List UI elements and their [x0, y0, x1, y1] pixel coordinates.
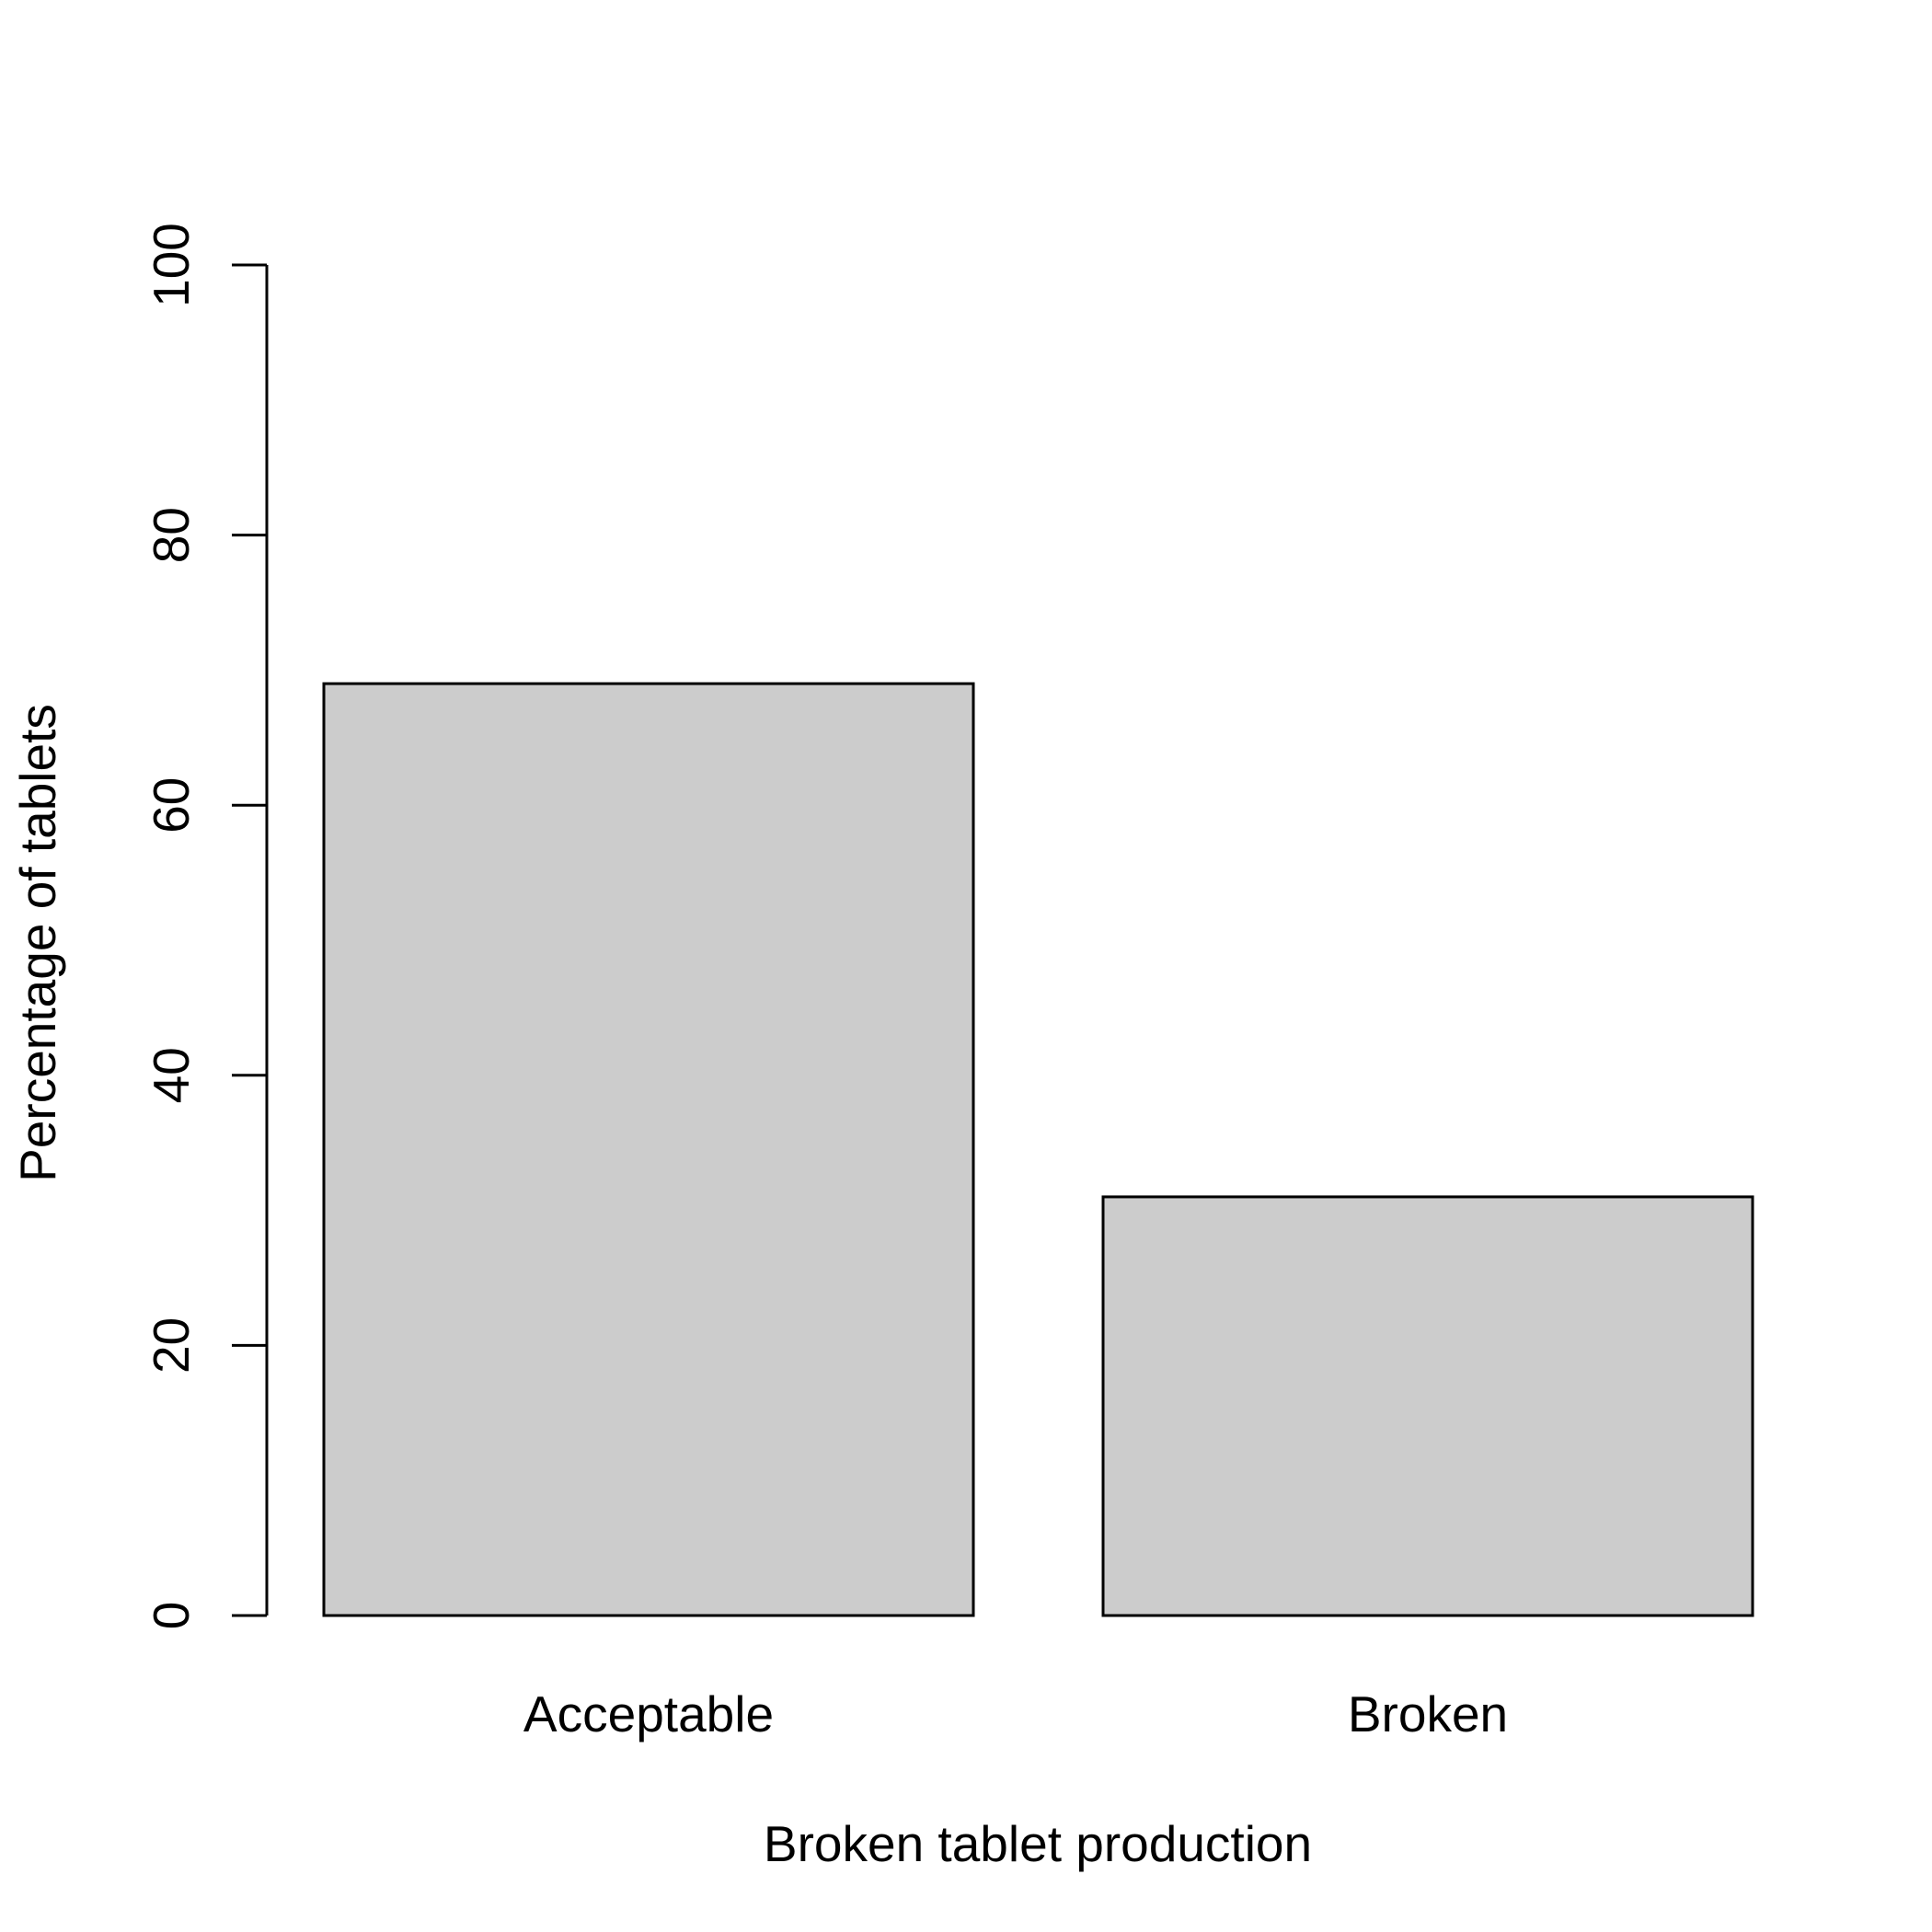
bars [322, 682, 1754, 1617]
y-tick-label: 100 [143, 223, 200, 307]
y-axis-ticks: 0 20 40 60 80 100 [143, 223, 267, 1629]
y-tick-label: 20 [143, 1317, 200, 1374]
y-axis-title: Percentage of tablets [9, 704, 66, 1182]
y-tick-label: 0 [143, 1602, 200, 1630]
x-category-label: Acceptable [523, 1685, 774, 1742]
x-category-label: Broken [1348, 1685, 1508, 1742]
y-tick-label: 60 [143, 777, 200, 834]
y-tick-label: 40 [143, 1047, 200, 1103]
x-axis-title: Broken tablet production [764, 1815, 1312, 1872]
y-tick-label: 80 [143, 507, 200, 563]
x-axis-category-labels: Acceptable Broken [523, 1685, 1508, 1742]
bar-acceptable [322, 682, 975, 1617]
bar-broken [1101, 1195, 1754, 1617]
